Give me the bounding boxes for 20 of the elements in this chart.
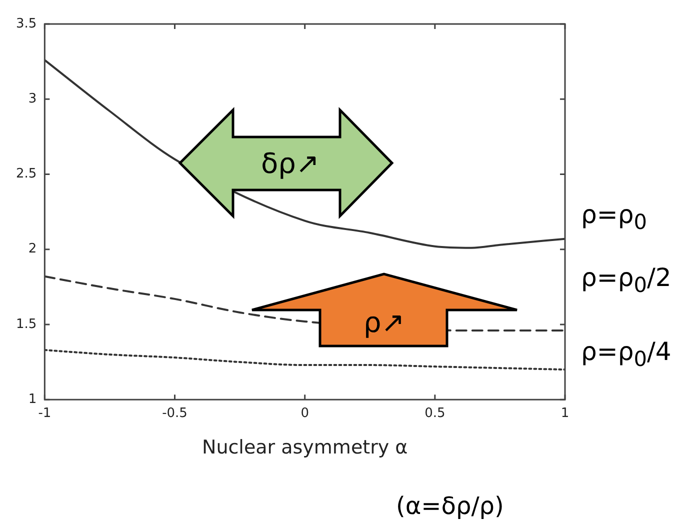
annotation: ρ↗ [364,306,405,338]
series-label: ρ=ρ$_{0}$/2 [581,263,672,298]
x-tick-label: 0.5 [424,406,446,421]
x-axis-title: Nuclear asymmetry α [202,436,408,459]
y-tick-label: 2 [28,242,37,257]
line-series [44,349,565,371]
y-tick-label: 3.5 [16,16,37,32]
text: (α=δρ/ρ) [396,492,504,520]
x-tick-label: -1 [38,406,52,421]
x-tick-label: 0 [300,406,309,421]
series-label: ρ=ρ$_{0}$/4 [581,336,672,371]
y-tick-label: 1 [28,392,37,407]
y-tick-label: 3 [28,91,37,106]
y-tick-label: 1.5 [16,316,37,332]
x-tick-label: -0.5 [162,406,188,421]
y-tick-label: 2.5 [16,166,37,182]
series-label: ρ=ρ$_{0}$ [581,200,647,234]
line-series [44,59,565,249]
x-tick-label: 1 [560,406,570,421]
annotation: δρ↗ [261,146,320,180]
